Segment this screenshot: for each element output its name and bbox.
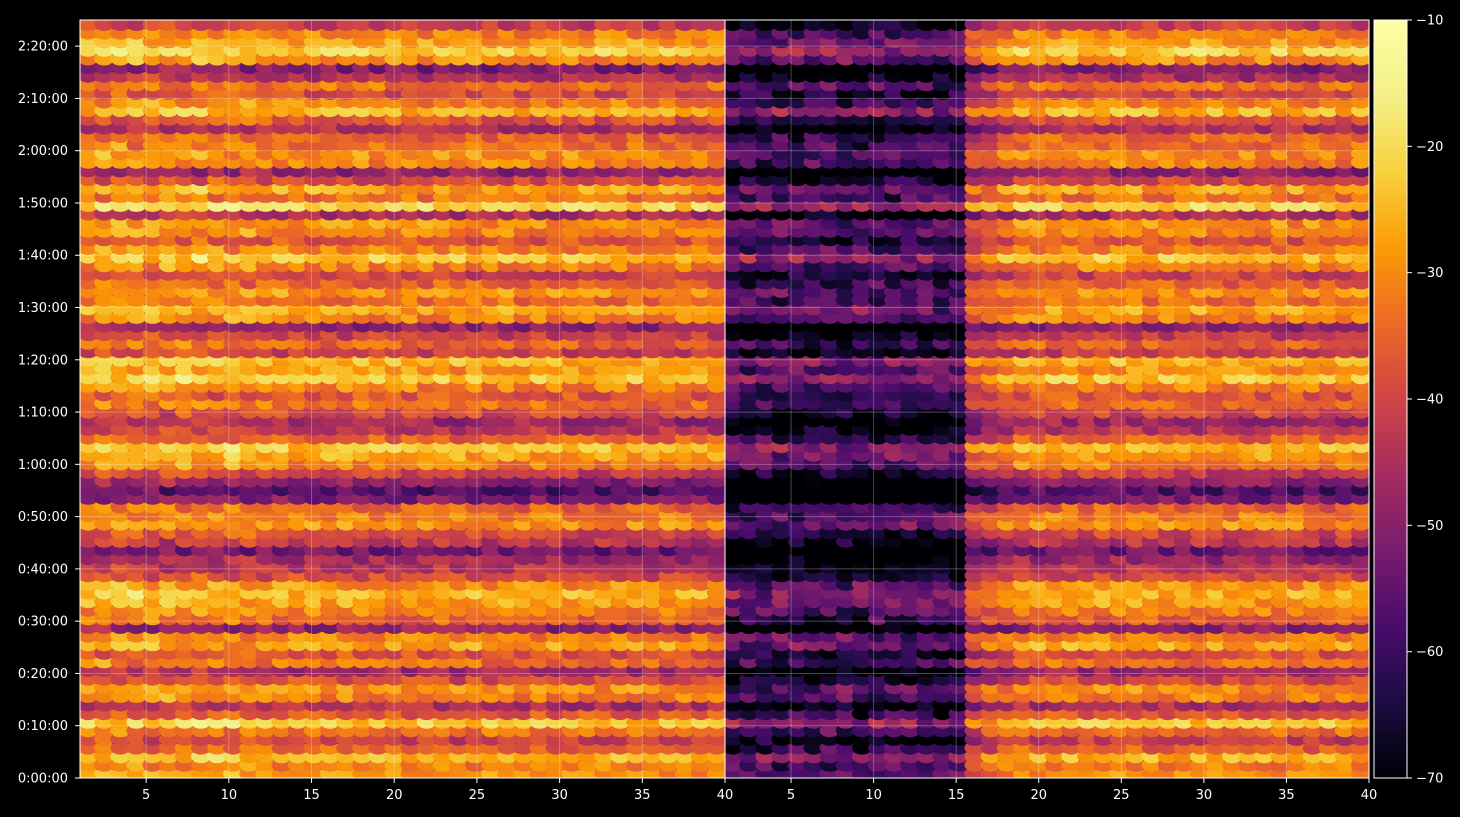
heatmap-cell [319, 20, 340, 31]
heatmap-cell [190, 20, 211, 31]
heatmap-cell [94, 20, 115, 31]
heatmap-cell [626, 20, 647, 31]
heatmap-cell [80, 20, 99, 31]
heatmap-cell [174, 20, 195, 31]
heatmap-cell [690, 20, 711, 31]
heatmap-cell [223, 20, 244, 31]
heatmap-cell [497, 20, 518, 31]
heatmap-cell [142, 20, 163, 31]
heatmap-cell [207, 20, 228, 31]
heatmap-cell [352, 20, 373, 31]
heatmap-cell [658, 20, 679, 31]
heatmap-cell [368, 20, 389, 31]
heatmap-cell [529, 20, 550, 31]
heatmap-cell [287, 20, 308, 31]
heatmap-cell [239, 20, 260, 31]
heatmap-cell [416, 20, 437, 31]
heatmap-cell [545, 20, 566, 31]
heatmap-cell [303, 20, 324, 31]
heatmap-cell [158, 20, 179, 31]
heatmap-cell [465, 20, 486, 31]
heatmap-cell [481, 20, 502, 31]
heatmap-cell [271, 20, 292, 31]
heatmap-cell [577, 20, 598, 31]
heatmap-cell [110, 20, 131, 31]
heatmap-cell [674, 20, 695, 31]
heatmap-cell [384, 20, 405, 31]
heatmap-cell [513, 20, 534, 31]
heatmap-cell [610, 20, 631, 31]
heatmap-cell [448, 20, 469, 31]
heatmap-cell [706, 20, 725, 31]
heatmap-cell [642, 20, 663, 31]
heatmap-cell [255, 20, 276, 31]
heatmap-cell [126, 20, 147, 31]
heatmap-cell [561, 20, 582, 31]
heatmap-cell [594, 20, 615, 31]
left-panel-cells [80, 20, 725, 778]
heatmap-cell [400, 20, 421, 31]
heatmap-cell [432, 20, 453, 31]
right-panel-cells [725, 20, 1369, 778]
heatmap-cell [336, 20, 357, 31]
